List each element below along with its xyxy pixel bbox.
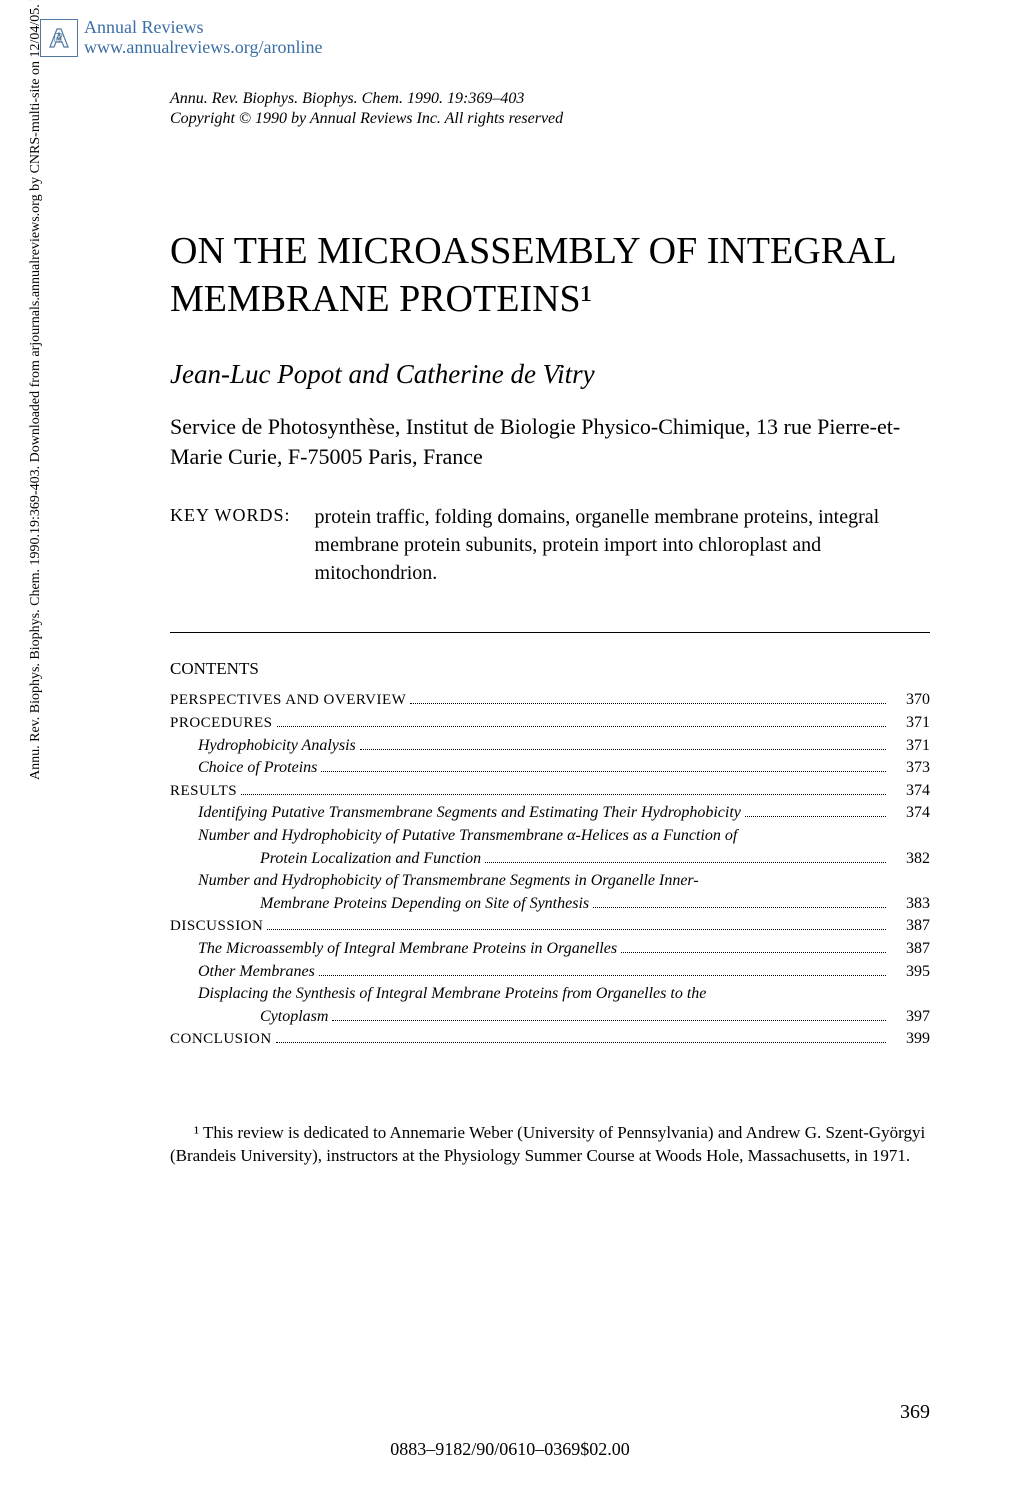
toc-leader-dots (485, 862, 886, 863)
publisher-name: Annual Reviews (84, 18, 322, 38)
toc-row: Displacing the Synthesis of Integral Mem… (170, 983, 930, 1005)
toc-leader-dots (241, 794, 886, 795)
toc-leader-dots (276, 1042, 886, 1043)
toc-row: Cytoplasm 397 (170, 1006, 930, 1028)
table-of-contents: PERSPECTIVES AND OVERVIEW 370 PROCEDURES 37… (170, 689, 930, 1050)
publisher-url[interactable]: www.annualreviews.org/aronline (84, 38, 322, 58)
toc-page-number: 399 (890, 1028, 930, 1050)
dedication-footnote: ¹ This review is dedicated to Annemarie … (170, 1122, 930, 1168)
toc-page-number: 373 (890, 757, 930, 779)
toc-row: Protein Localization and Function 382 (170, 848, 930, 870)
toc-row: Number and Hydrophobicity of Putative Tr… (170, 825, 930, 847)
journal-citation: Annu. Rev. Biophys. Biophys. Chem. 1990.… (170, 90, 930, 108)
keywords-label: KEY WORDS: (170, 503, 291, 587)
contents-heading: CONTENTS (170, 659, 930, 679)
toc-page-number: 397 (890, 1006, 930, 1028)
authors: Jean-Luc Popot and Catherine de Vitry (170, 359, 930, 390)
toc-label: Protein Localization and Function (170, 848, 481, 870)
toc-label: DISCUSSION (170, 916, 263, 936)
toc-row: Choice of Proteins 373 (170, 757, 930, 779)
divider (170, 632, 930, 633)
publisher-logo-block: Annual Reviews www.annualreviews.org/aro… (40, 18, 322, 58)
toc-page-number: 387 (890, 938, 930, 960)
toc-leader-dots (745, 816, 886, 817)
toc-page-number: 387 (890, 915, 930, 937)
toc-row: The Microassembly of Integral Membrane P… (170, 938, 930, 960)
toc-label: Choice of Proteins (170, 757, 317, 779)
toc-row: Hydrophobicity Analysis 371 (170, 735, 930, 757)
toc-row: Number and Hydrophobicity of Transmembra… (170, 870, 930, 892)
toc-leader-dots (360, 749, 886, 750)
toc-leader-dots (277, 726, 886, 727)
toc-label: Cytoplasm (170, 1006, 328, 1028)
toc-leader-dots (321, 771, 886, 772)
toc-page-number: 371 (890, 735, 930, 757)
toc-row: Identifying Putative Transmembrane Segme… (170, 802, 930, 824)
toc-label: Number and Hydrophobicity of Transmembra… (170, 870, 699, 892)
toc-label: Membrane Proteins Depending on Site of S… (170, 893, 589, 915)
toc-label: CONCLUSION (170, 1029, 272, 1049)
footer-issn-line: 0883–9182/90/0610–0369$02.00 (0, 1439, 1020, 1460)
affiliation: Service de Photosynthèse, Institut de Bi… (170, 412, 930, 471)
toc-row: DISCUSSION 387 (170, 915, 930, 937)
toc-label: Hydrophobicity Analysis (170, 735, 356, 757)
toc-page-number: 370 (890, 689, 930, 711)
toc-leader-dots (593, 907, 886, 908)
toc-leader-dots (267, 929, 886, 930)
toc-label: Other Membranes (170, 961, 315, 983)
toc-row: CONCLUSION 399 (170, 1028, 930, 1050)
toc-label: PROCEDURES (170, 713, 273, 733)
ar-logo-icon (40, 19, 78, 57)
toc-page-number: 395 (890, 961, 930, 983)
toc-label: Displacing the Synthesis of Integral Mem… (170, 983, 706, 1005)
toc-label: The Microassembly of Integral Membrane P… (170, 938, 617, 960)
toc-row: Other Membranes 395 (170, 961, 930, 983)
toc-page-number: 382 (890, 848, 930, 870)
keywords-block: KEY WORDS: protein traffic, folding doma… (170, 503, 930, 587)
keywords-text: protein traffic, folding domains, organe… (315, 503, 930, 587)
toc-leader-dots (332, 1020, 886, 1021)
toc-label: PERSPECTIVES AND OVERVIEW (170, 690, 406, 710)
toc-row: PERSPECTIVES AND OVERVIEW 370 (170, 689, 930, 711)
article-title: ON THE MICROASSEMBLY OF INTEGRAL MEMBRAN… (170, 228, 930, 323)
toc-label: RESULTS (170, 781, 237, 801)
toc-page-number: 374 (890, 802, 930, 824)
toc-leader-dots (621, 952, 886, 953)
toc-leader-dots (410, 703, 886, 704)
page-content: Annu. Rev. Biophys. Biophys. Chem. 1990.… (170, 90, 930, 1168)
toc-row: Membrane Proteins Depending on Site of S… (170, 893, 930, 915)
toc-row: RESULTS 374 (170, 780, 930, 802)
toc-page-number: 374 (890, 780, 930, 802)
download-attribution-sidebar: Annu. Rev. Biophys. Biophys. Chem. 1990.… (28, 0, 44, 780)
publisher-logo-text: Annual Reviews www.annualreviews.org/aro… (84, 18, 322, 58)
toc-page-number: 383 (890, 893, 930, 915)
toc-page-number: 371 (890, 712, 930, 734)
toc-label: Number and Hydrophobicity of Putative Tr… (170, 825, 737, 847)
toc-leader-dots (319, 975, 886, 976)
page-number: 369 (900, 1401, 930, 1424)
toc-row: PROCEDURES 371 (170, 712, 930, 734)
toc-label: Identifying Putative Transmembrane Segme… (170, 802, 741, 824)
copyright-line: Copyright © 1990 by Annual Reviews Inc. … (170, 110, 930, 128)
